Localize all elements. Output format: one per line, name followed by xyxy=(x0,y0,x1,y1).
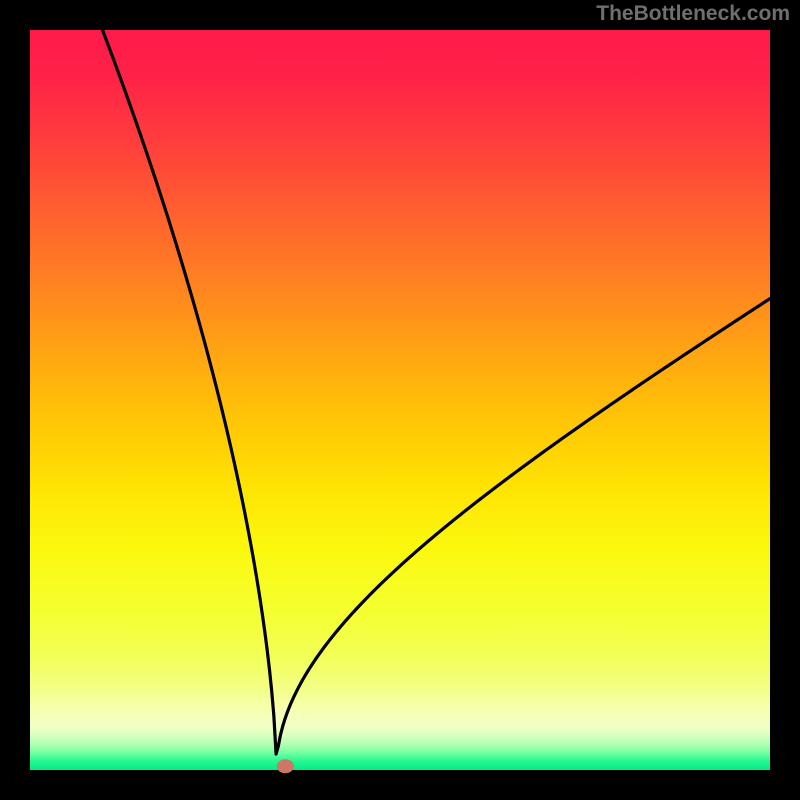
optimum-marker xyxy=(277,759,294,773)
watermark-text: TheBottleneck.com xyxy=(596,2,790,26)
bottleneck-chart xyxy=(0,0,800,800)
chart-container: TheBottleneck.com xyxy=(0,0,800,800)
